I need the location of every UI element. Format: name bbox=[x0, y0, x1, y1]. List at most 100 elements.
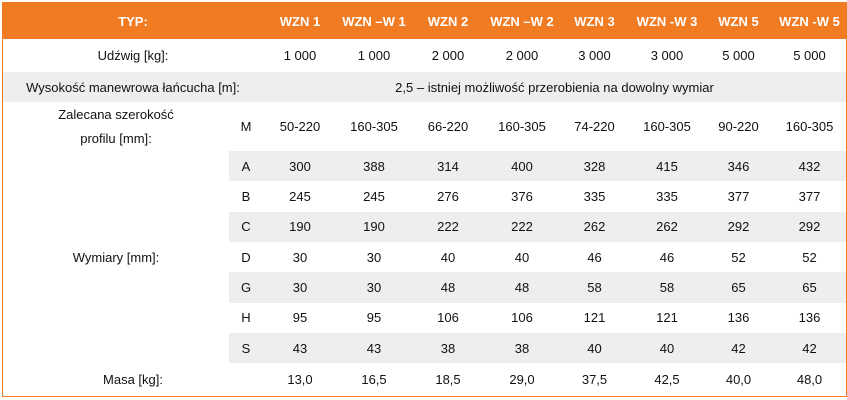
wymiary-value: 136 bbox=[798, 310, 821, 326]
wymiary-value: 245 bbox=[289, 188, 311, 204]
masa-value: 48,0 bbox=[796, 372, 823, 388]
wymiary-value: 40 bbox=[659, 340, 675, 356]
udzwig-value: 1 000 bbox=[263, 39, 337, 72]
wymiary-value: 335 bbox=[656, 188, 678, 204]
zalecana-value: 160-305 bbox=[485, 102, 559, 151]
wymiary-value: 376 bbox=[511, 188, 533, 204]
wymiary-value: 106 bbox=[437, 310, 459, 326]
header-model: WZN 2 bbox=[411, 3, 485, 40]
wymiary-value: 328 bbox=[583, 158, 606, 174]
wymiary-value: 40 bbox=[514, 249, 530, 265]
wymiary-value: 276 bbox=[437, 188, 459, 204]
wymiary-value: 65 bbox=[802, 280, 817, 296]
wymiary-value: 190 bbox=[289, 219, 311, 235]
udzwig-value: 3 000 bbox=[559, 39, 630, 72]
wymiary-value: 40 bbox=[440, 249, 456, 265]
zalecana-row: Zalecana szerokość profilu [mm]: M 50-22… bbox=[3, 102, 846, 151]
wymiary-code: H bbox=[241, 310, 251, 326]
wymiary-code: A bbox=[241, 158, 251, 174]
masa-value: 40,0 bbox=[725, 372, 752, 388]
wymiary-value: 43 bbox=[366, 340, 382, 356]
header-model: WZN 1 bbox=[263, 3, 337, 40]
masa-value: 37,5 bbox=[581, 372, 608, 388]
wymiary-value: 43 bbox=[292, 340, 308, 356]
wymiary-value: 245 bbox=[363, 188, 385, 204]
header-model: WZN -W 3 bbox=[630, 3, 704, 40]
wymiary-value: 415 bbox=[656, 158, 678, 174]
udzwig-value: 2 000 bbox=[411, 39, 485, 72]
wymiary-value: 292 bbox=[727, 219, 750, 235]
wymiary-value: 222 bbox=[511, 219, 533, 235]
udzwig-label: Udźwig [kg]: bbox=[3, 39, 263, 72]
wymiary-value: 388 bbox=[363, 158, 385, 174]
udzwig-value: 2 000 bbox=[485, 39, 559, 72]
masa-value: 18,5 bbox=[435, 372, 461, 388]
header-model: WZN 5 bbox=[704, 3, 773, 40]
zalecana-value: 90-220 bbox=[704, 102, 773, 151]
wymiary-value: 222 bbox=[437, 219, 459, 235]
zalecana-value: 74-220 bbox=[559, 102, 630, 151]
masa-value: 16,5 bbox=[361, 372, 387, 388]
masa-value: 13,0 bbox=[287, 372, 313, 388]
wymiary-value: 262 bbox=[583, 219, 606, 235]
wysokosc-row: Wysokość manewrowa łańcucha [m]: 2,5 – i… bbox=[3, 71, 846, 103]
header-model: WZN –W 2 bbox=[485, 3, 559, 40]
zalecana-label: Zalecana szerokość profilu [mm]: bbox=[3, 102, 229, 151]
wymiary-value: 346 bbox=[727, 158, 750, 174]
wymiary-value: 38 bbox=[514, 340, 530, 356]
udzwig-value: 5 000 bbox=[704, 39, 773, 72]
wymiary-label: Wymiary [mm]: bbox=[3, 150, 229, 364]
wymiary-code: G bbox=[240, 280, 252, 296]
wymiary-row-a: Wymiary [mm]: A 300 388 314 400 328 415 … bbox=[3, 150, 846, 364]
wymiary-value: 335 bbox=[583, 188, 606, 204]
wymiary-value: 30 bbox=[292, 280, 308, 296]
header-row: TYP: WZN 1 WZN –W 1 WZN 2 WZN –W 2 WZN 3… bbox=[3, 3, 846, 40]
wymiary-value: 30 bbox=[366, 249, 382, 265]
wymiary-value: 121 bbox=[583, 310, 606, 326]
udzwig-value: 3 000 bbox=[630, 39, 704, 72]
zalecana-label-line1: Zalecana szerokość bbox=[58, 106, 174, 122]
wymiary-value: 40 bbox=[587, 340, 602, 356]
wymiary-value: 106 bbox=[511, 310, 533, 326]
udzwig-value: 5 000 bbox=[773, 39, 846, 72]
zalecana-label-line2: profilu [mm]: bbox=[80, 130, 152, 146]
udzwig-row: Udźwig [kg]: 1 000 1 000 2 000 2 000 3 0… bbox=[3, 39, 846, 72]
masa-label: Masa [kg]: bbox=[103, 372, 163, 388]
wymiary-value: 52 bbox=[802, 249, 817, 265]
wymiary-value: 136 bbox=[727, 310, 750, 326]
zalecana-value: 50-220 bbox=[263, 102, 337, 151]
header-model: WZN 3 bbox=[559, 3, 630, 40]
wymiary-value: 377 bbox=[798, 188, 821, 204]
wymiary-value: 48 bbox=[440, 280, 456, 296]
wymiary-value: 121 bbox=[656, 310, 678, 326]
zalecana-value: 160-305 bbox=[630, 102, 704, 151]
wymiary-code: C bbox=[241, 219, 251, 235]
wymiary-value: 95 bbox=[292, 310, 308, 326]
zalecana-value: 160-305 bbox=[773, 102, 846, 151]
wymiary-value: 30 bbox=[292, 249, 308, 265]
wymiary-value: 292 bbox=[798, 219, 821, 235]
wymiary-value: 314 bbox=[437, 158, 459, 174]
wysokosc-value: 2,5 – istniej możliwość przerobienia na … bbox=[263, 71, 846, 103]
wymiary-code: D bbox=[241, 249, 251, 265]
masa-value: 29,0 bbox=[509, 372, 535, 388]
wysokosc-label: Wysokość manewrowa łańcucha [m]: bbox=[3, 71, 263, 103]
wymiary-value: 42 bbox=[802, 340, 817, 356]
masa-value: 42,5 bbox=[654, 372, 680, 388]
wymiary-value: 46 bbox=[587, 249, 602, 265]
wymiary-value: 95 bbox=[366, 310, 382, 326]
wymiary-value: 42 bbox=[731, 340, 746, 356]
wymiary-value: 38 bbox=[440, 340, 456, 356]
masa-row: Masa [kg]: 13,0 16,5 18,5 29,0 37,5 42,5… bbox=[3, 363, 846, 396]
zalecana-value: 66-220 bbox=[411, 102, 485, 151]
wymiary-value: 262 bbox=[656, 219, 678, 235]
wymiary-value: 52 bbox=[731, 249, 746, 265]
wymiary-value: 48 bbox=[514, 280, 530, 296]
header-typ: TYP: bbox=[3, 3, 263, 40]
wymiary-value: 30 bbox=[366, 280, 382, 296]
wymiary-value: 46 bbox=[659, 249, 675, 265]
zalecana-code: M bbox=[229, 102, 263, 151]
wymiary-value: 65 bbox=[731, 280, 746, 296]
wymiary-value: 432 bbox=[798, 158, 821, 174]
